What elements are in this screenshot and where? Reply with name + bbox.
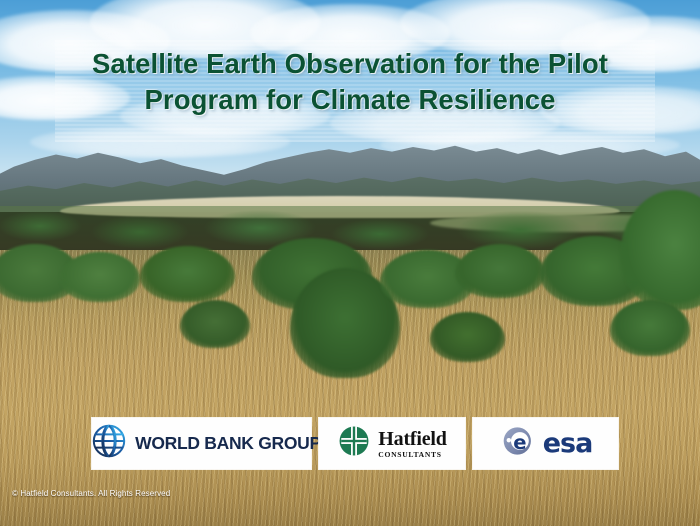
hatfield-subtitle: CONSULTANTS: [378, 449, 442, 459]
title-line-2: Program for Climate Resilience: [144, 84, 556, 115]
title-line-1: Satellite Earth Observation for the Pilo…: [91, 48, 608, 79]
logo-bar: WORLD BANK GROUP Hatfield CONSULTANTS: [92, 418, 625, 469]
svg-text:e: e: [513, 431, 526, 454]
cloud: [540, 86, 700, 134]
hatfield-name: Hatfield: [378, 427, 447, 450]
shrub: [610, 300, 690, 356]
logo-world-bank-group: WORLD BANK GROUP: [90, 418, 321, 469]
globe-icon: [90, 422, 128, 465]
shrub: [180, 300, 250, 348]
shrub: [60, 252, 140, 302]
world-bank-group-wordmark: WORLD BANK GROUP: [135, 433, 321, 453]
esa-sphere-icon: e: [499, 424, 539, 463]
shrub: [430, 312, 505, 362]
shrub: [140, 246, 235, 302]
logo-hatfield-consultants: Hatfield CONSULTANTS: [319, 418, 465, 469]
cloud: [0, 76, 130, 120]
logo-esa: e esa: [473, 418, 618, 469]
page-title: Satellite Earth Observation for the Pilo…: [30, 46, 670, 118]
hatfield-wordmark: Hatfield CONSULTANTS: [378, 427, 447, 459]
cloud: [30, 126, 290, 158]
copyright-footer: © Hatfield Consultants. All Rights Reser…: [12, 489, 171, 498]
cloud: [560, 16, 700, 72]
shrub: [455, 244, 545, 298]
esa-wordmark: esa: [542, 428, 594, 459]
hatfield-h-icon: [337, 424, 371, 463]
